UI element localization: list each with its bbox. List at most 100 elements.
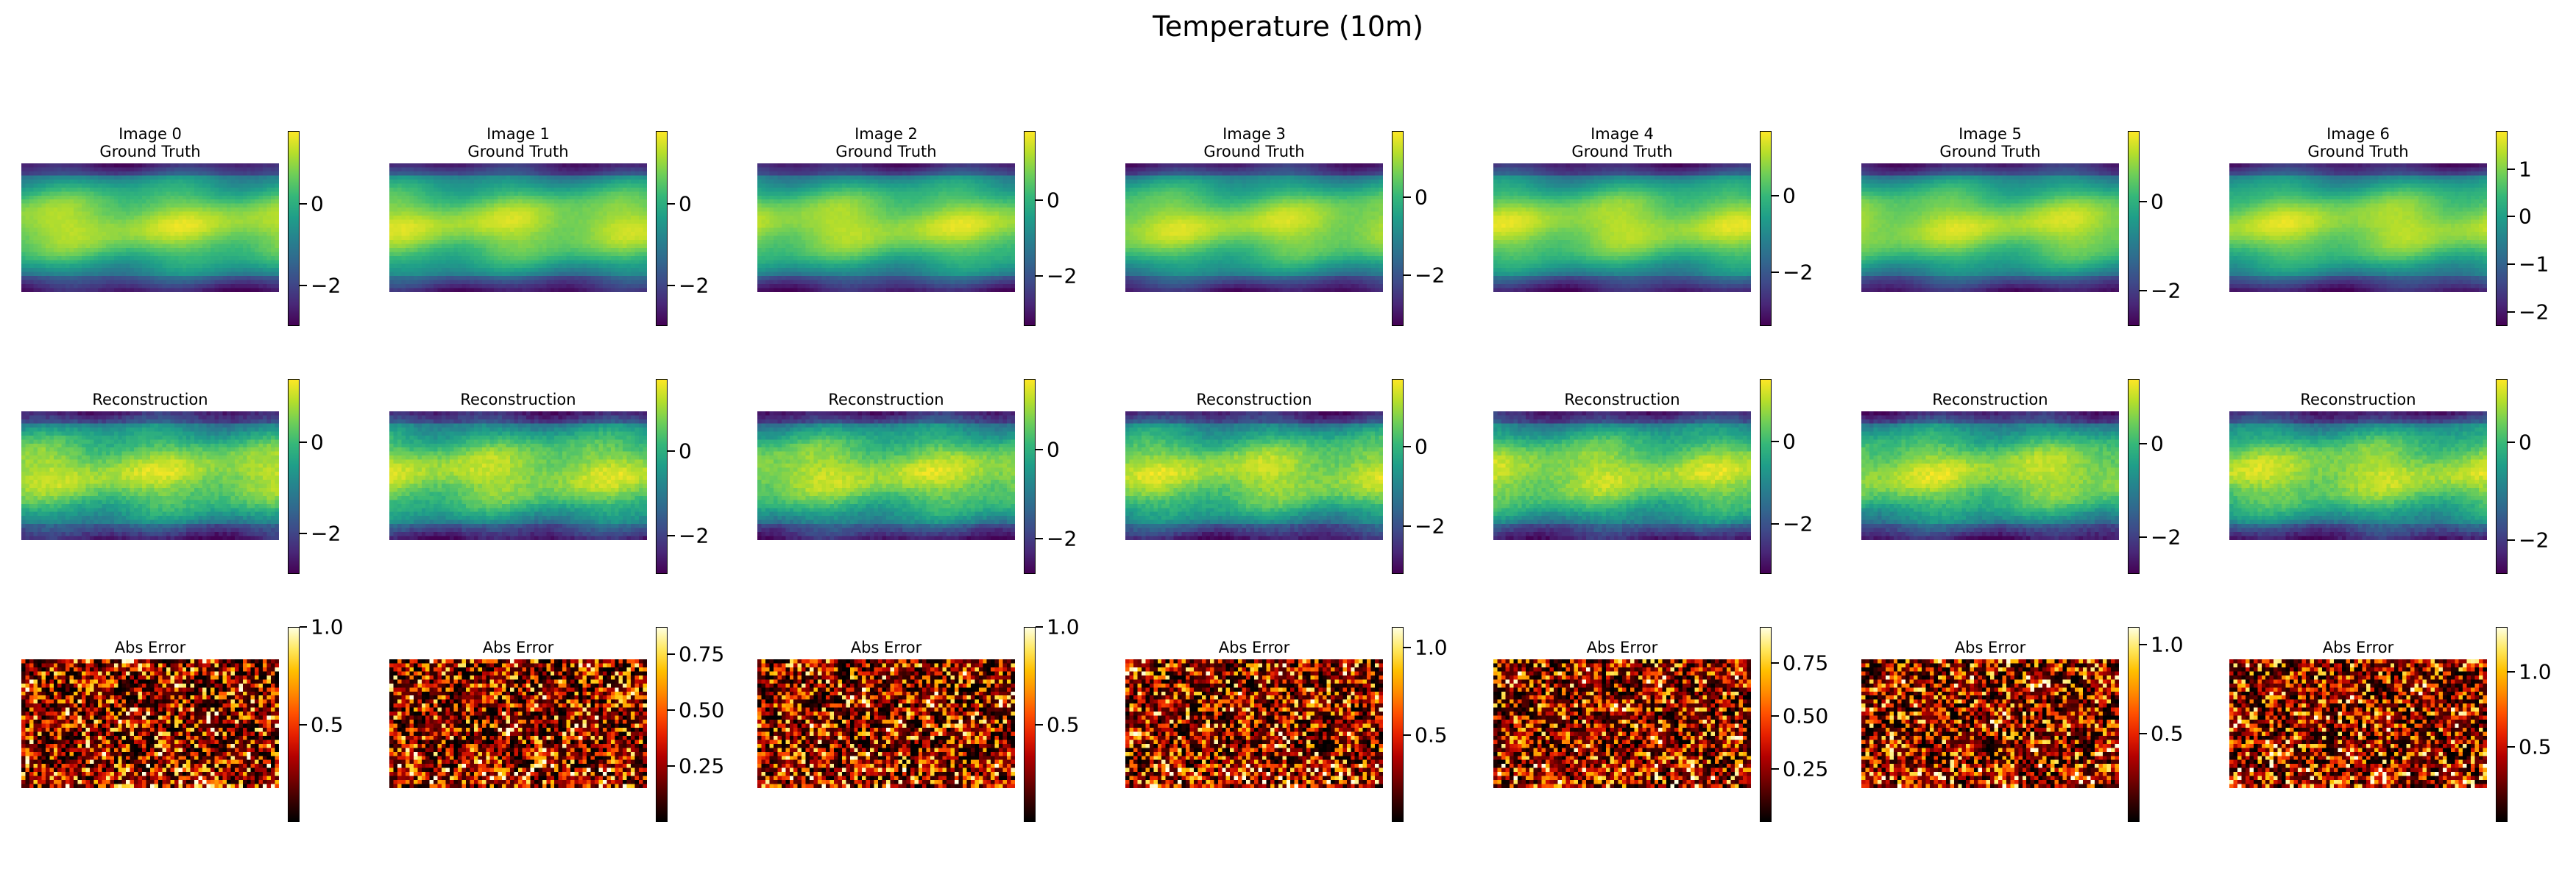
panel-subtitle-line: Ground Truth [1203,143,1305,160]
colorbar-tick [1036,723,1043,726]
panel-title-line: Abs Error [2322,639,2394,656]
colorbar-tick-label: −2 [1783,260,1814,285]
panel-title: Reconstruction [21,391,279,408]
panel-title: Image 4 Ground Truth [1493,125,1751,160]
colorbar-tick-label: 0 [1783,429,1796,454]
heatmap-image [1493,163,1751,292]
panel-title-line: Abs Error [1218,639,1290,656]
colorbar-tick-label: 1.0 [1415,635,1448,660]
colorbar-tick [300,532,307,534]
panel-r2-c0: Abs Error 1.0 0.5 [21,606,389,827]
heatmap-image [757,163,1015,292]
panel-r0-c5: Image 5 Ground Truth 0 −2 [1861,110,2229,331]
panel-title: Image 3 Ground Truth [1125,125,1383,160]
panel-title: Reconstruction [757,391,1015,408]
colorbar-tick-label: −2 [1415,514,1446,539]
colorbar-tick [1772,767,1779,770]
panel-title-line: Reconstruction [460,391,576,408]
panel-r2-c4: Abs Error 0.75 0.50 0.25 [1493,606,1861,827]
colorbar-tick [1404,525,1411,528]
panel-title: Abs Error [1861,639,2119,656]
panel-subtitle-line: Ground Truth [99,143,201,160]
colorbar-tick [300,284,307,286]
colorbar [1024,131,1036,326]
colorbar-tick-label: −2 [679,523,710,548]
colorbar-tick [2140,201,2147,203]
heatmap-image [2229,659,2487,788]
panel-title-line: Image 4 [1590,125,1654,143]
panel-subtitle-line: Ground Truth [1571,143,1673,160]
panel-r0-c4: Image 4 Ground Truth 0 −2 [1493,110,1861,331]
colorbar-tick-label: 0.75 [1783,650,1829,675]
panel-title: Reconstruction [1125,391,1383,408]
panel-r1-c0: Reconstruction 0 −2 [21,358,389,579]
colorbar [1760,131,1772,326]
colorbar-tick [2140,644,2147,646]
panel-r1-c2: Reconstruction 0 −2 [757,358,1125,579]
heatmap-image [1861,659,2119,788]
heatmap-image [1125,411,1383,540]
panel-title: Abs Error [2229,639,2487,656]
colorbar-tick [668,450,675,452]
panel-r0-c2: Image 2 Ground Truth 0 −2 [757,110,1125,331]
panel-subtitle-line: Ground Truth [1939,143,2041,160]
colorbar-tick-label: 0.5 [1415,723,1448,748]
colorbar-tick-label: 1.0 [311,614,344,639]
heatmap-image [1493,411,1751,540]
panel-title: Image 2 Ground Truth [757,125,1015,160]
colorbar-tick [2508,168,2515,170]
colorbar-tick [2508,216,2515,218]
panel-r0-c6: Image 6 Ground Truth 1 0 −1 −2 [2229,110,2576,331]
colorbar-tick [2508,746,2515,748]
colorbar-tick-label: 0 [679,439,692,464]
colorbar-tick [300,723,307,726]
panel-title-line: Image 2 [854,125,918,143]
heatmap-image [21,163,279,292]
heatmap-image [21,659,279,788]
colorbar-tick-label: −2 [311,521,342,546]
panel-title: Reconstruction [1861,391,2119,408]
colorbar-tick-label: 0 [1047,188,1060,213]
colorbar-tick [1772,195,1779,197]
colorbar-tick [1772,272,1779,274]
colorbar-tick [1772,714,1779,717]
panel-subtitle-line: Ground Truth [2307,143,2409,160]
colorbar-tick [2508,671,2515,673]
figure-title: Temperature (10m) [1153,10,1423,43]
colorbar-tick [1036,275,1043,277]
colorbar-tick [1036,626,1043,628]
panel-title: Abs Error [1493,639,1751,656]
colorbar-tick-label: −2 [2151,525,2182,550]
colorbar-tick [1404,445,1411,447]
colorbar-tick-label: −2 [311,273,342,298]
panel-title: Reconstruction [389,391,647,408]
panel-r2-c1: Abs Error 0.75 0.50 0.25 [389,606,757,827]
heatmap-image [2229,411,2487,540]
colorbar-tick-label: −2 [1415,263,1446,288]
colorbar-tick-label: 0.5 [311,712,344,737]
panel-title-line: Reconstruction [1564,391,1680,408]
panel-r2-c3: Abs Error 1.0 0.5 [1125,606,1493,827]
colorbar-tick-label: 0.5 [2151,721,2184,746]
colorbar [2128,131,2140,326]
panel-title: Reconstruction [1493,391,1751,408]
colorbar-tick [2140,443,2147,445]
colorbar [2128,627,2140,822]
panel-title: Image 5 Ground Truth [1861,125,2119,160]
colorbar-tick [1404,196,1411,199]
colorbar-tick-label: −2 [1783,511,1814,536]
colorbar [1392,627,1404,822]
panel-title-line: Image 3 [1222,125,1286,143]
panel-title-line: Abs Error [850,639,922,656]
colorbar-tick [2140,289,2147,291]
panel-title: Abs Error [21,639,279,656]
colorbar-tick [1772,662,1779,664]
colorbar-tick-label: −2 [2151,278,2182,303]
colorbar-tick [2508,442,2515,444]
panel-r2-c6: Abs Error 1.0 0.5 [2229,606,2576,827]
panel-title-line: Abs Error [114,639,186,656]
colorbar-tick [1772,523,1779,525]
colorbar-tick [1404,274,1411,277]
colorbar-tick [668,535,675,537]
